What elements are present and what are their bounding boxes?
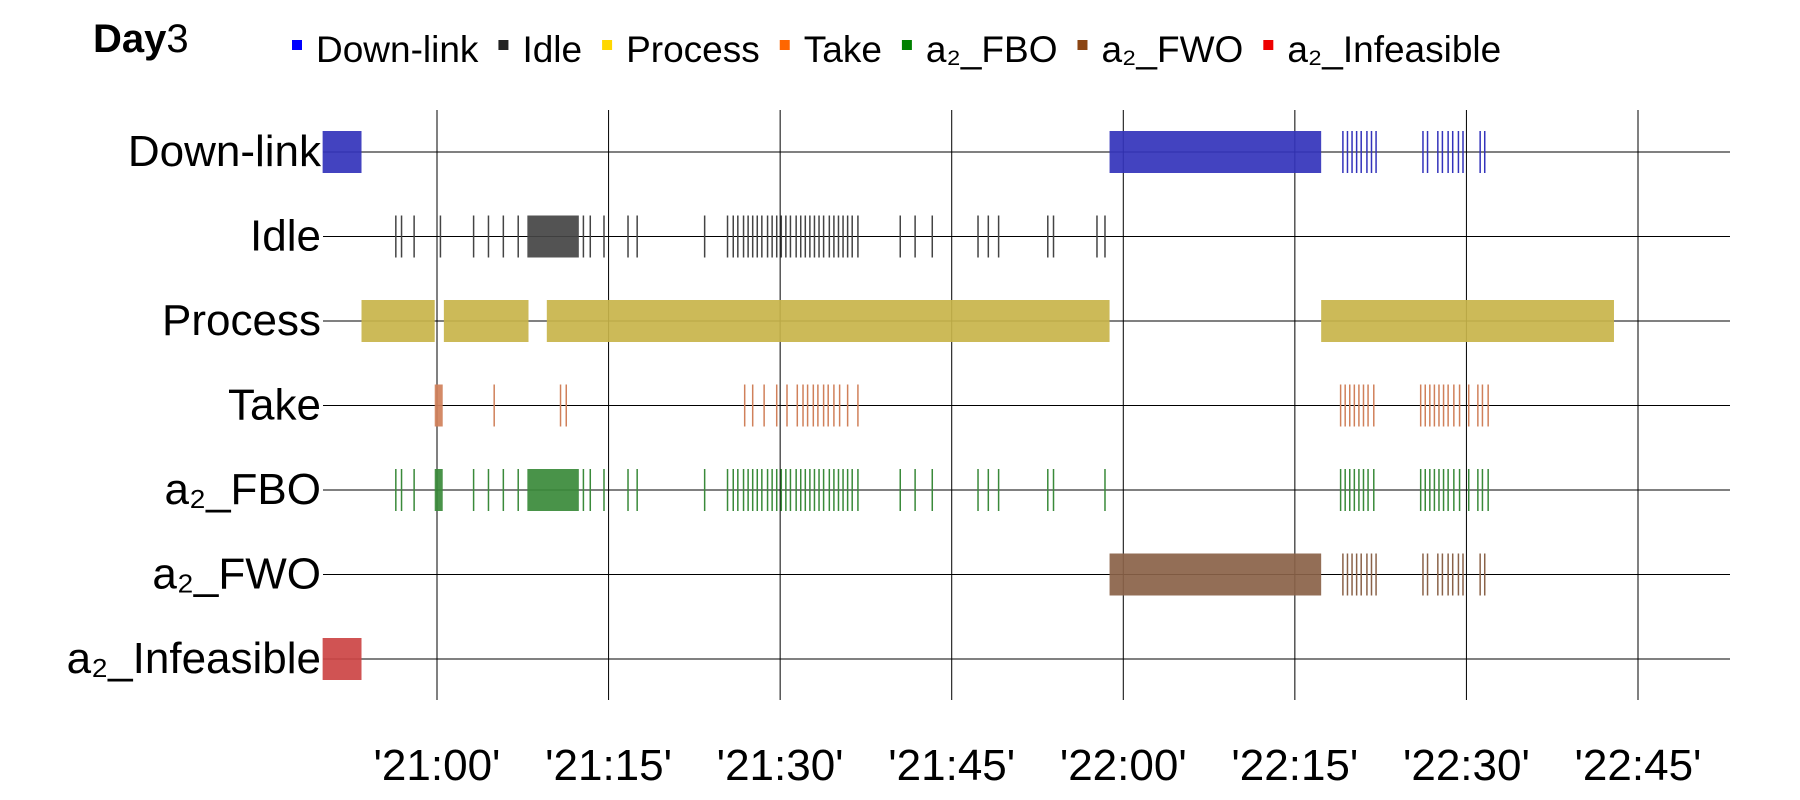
interval-Take-0 bbox=[434, 384, 443, 427]
x-tick-label-4: '22:00' bbox=[1060, 741, 1187, 790]
interval-Process-3 bbox=[1321, 300, 1614, 342]
row-Process: Process bbox=[162, 296, 1730, 345]
x-tick-label-5: '22:15' bbox=[1231, 741, 1358, 790]
row-label-Idle: Idle bbox=[250, 212, 321, 261]
legend-label-1: Idle bbox=[522, 29, 582, 70]
timeline-rows: Down-link Idle Process Take a₂_FBO a₂_FWO a₂_I… bbox=[67, 127, 1730, 683]
legend-marker-1 bbox=[498, 40, 509, 50]
row-label-Take: Take bbox=[228, 381, 321, 430]
legend: Down-link Idle Process Take a₂_FBO a₂_FWO a₂_I… bbox=[292, 29, 1501, 70]
interval-a2_FWO-0 bbox=[1109, 553, 1322, 596]
interval-Down-link-0 bbox=[322, 131, 362, 173]
legend-marker-6 bbox=[1263, 40, 1274, 50]
x-tick-label-0: '21:00' bbox=[374, 741, 501, 790]
x-tick-label-1: '21:15' bbox=[545, 741, 672, 790]
row-Take: Take bbox=[228, 381, 1730, 430]
interval-Idle-0 bbox=[527, 215, 579, 258]
x-tick-label-2: '21:30' bbox=[717, 741, 844, 790]
x-axis-tick-labels: '21:00' '21:15' '21:30' '21:45' '22:00' '22:1… bbox=[374, 741, 1702, 790]
legend-marker-4 bbox=[901, 40, 912, 50]
legend-label-3: Take bbox=[804, 29, 882, 70]
x-tick-label-7: '22:45' bbox=[1575, 741, 1702, 790]
legend-marker-5 bbox=[1077, 40, 1088, 50]
interval-Down-link-1 bbox=[1109, 131, 1322, 173]
row-Idle: Idle bbox=[250, 212, 1730, 261]
row-a2_Infeasible: a₂_Infeasible bbox=[67, 634, 1730, 683]
row-a2_FBO: a₂_FBO bbox=[165, 465, 1730, 514]
row-label-a2_FBO: a₂_FBO bbox=[165, 465, 321, 514]
interval-Process-1 bbox=[443, 300, 529, 342]
legend-label-4: a₂_FBO bbox=[926, 29, 1058, 70]
legend-label-5: a₂_FWO bbox=[1101, 29, 1243, 70]
row-a2_FWO: a₂_FWO bbox=[152, 550, 1730, 599]
legend-label-2: Process bbox=[626, 29, 760, 70]
legend-marker-2 bbox=[602, 40, 613, 50]
interval-Process-0 bbox=[361, 300, 435, 342]
row-Down-link: Down-link bbox=[128, 127, 1730, 176]
legend-marker-0 bbox=[292, 40, 302, 50]
legend-label-0: Down-link bbox=[316, 29, 479, 70]
legend-marker-3 bbox=[779, 40, 790, 50]
interval-a2_FBO-0 bbox=[434, 469, 443, 511]
row-label-Process: Process bbox=[162, 296, 321, 345]
row-label-Down-link: Down-link bbox=[128, 127, 322, 176]
legend-label-6: a₂_Infeasible bbox=[1287, 29, 1501, 70]
x-tick-label-3: '21:45' bbox=[888, 741, 1015, 790]
chart-title-bold: Day bbox=[93, 17, 167, 61]
chart-title-rest: 3 bbox=[166, 17, 188, 61]
interval-a2_Infeasible-0 bbox=[322, 638, 362, 680]
chart-title: Day3 bbox=[93, 17, 189, 61]
row-label-a2_FWO: a₂_FWO bbox=[152, 550, 321, 599]
row-label-a2_Infeasible: a₂_Infeasible bbox=[67, 634, 321, 683]
x-tick-label-6: '22:30' bbox=[1403, 741, 1530, 790]
interval-Process-2 bbox=[546, 300, 1110, 342]
interval-a2_FBO-1 bbox=[527, 469, 579, 511]
